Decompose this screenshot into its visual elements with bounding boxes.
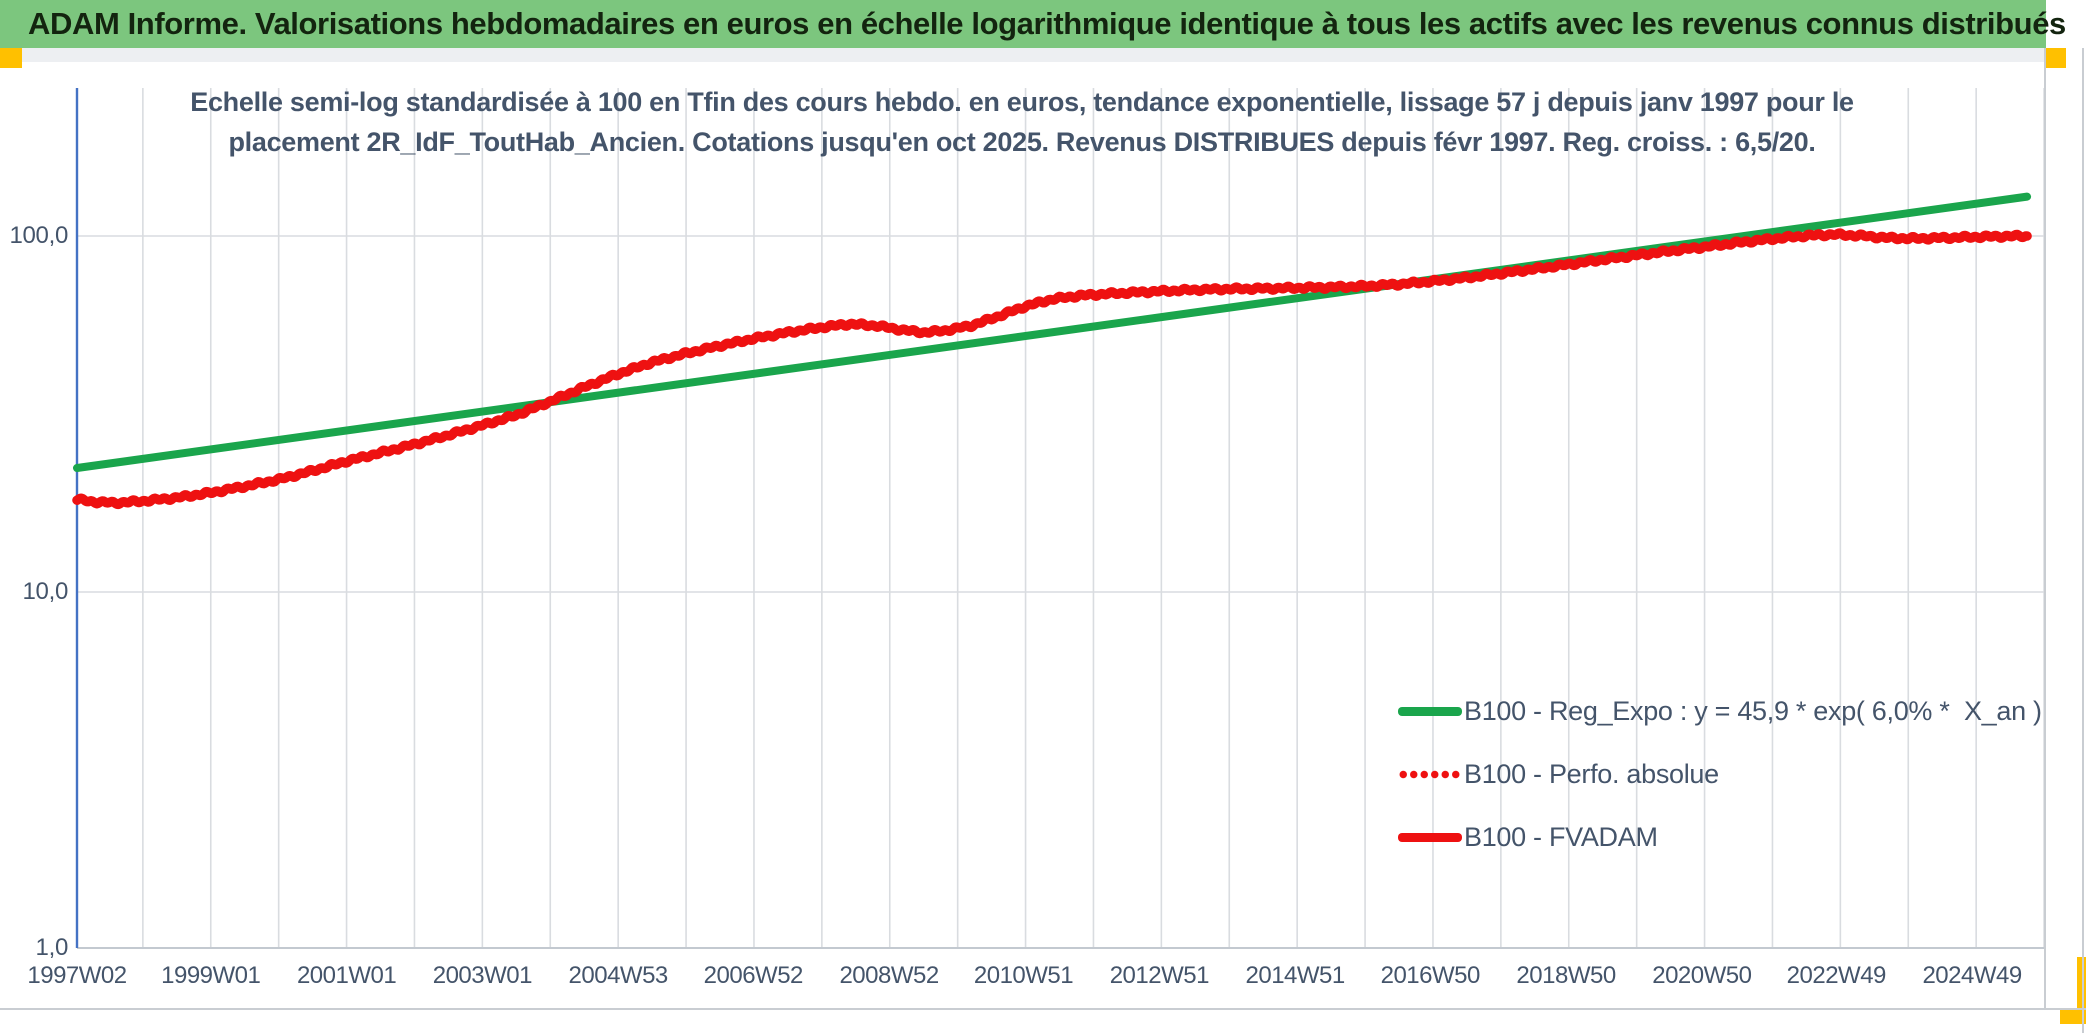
x-axis-label: 2016W50 [1380, 962, 1481, 989]
legend-item-reg-expo: B100 - Reg_Expo : y = 45,9 * exp( 6,0% *… [1398, 688, 2042, 735]
x-axis-label: 2006W52 [703, 962, 804, 989]
y-axis-label-100: 100,0 [9, 222, 68, 249]
x-axis-label: 2020W50 [1652, 962, 1752, 989]
chart-legend: B100 - Reg_Expo : y = 45,9 * exp( 6,0% *… [1398, 688, 2042, 877]
x-axis-label: 2008W52 [839, 962, 939, 989]
reg-expo-line-swatch-icon [1398, 707, 1462, 716]
yellow-corner-accent-top-right [2044, 48, 2066, 68]
legend-item-perfo-absolue: B100 - Perfo. absolue [1398, 751, 2042, 798]
y-axis-label-10: 10,0 [22, 578, 68, 605]
x-axis-label: 2018W50 [1516, 962, 1616, 989]
sheet-outer-right-border [2082, 48, 2084, 1033]
yellow-corner-accent-bottom-right-vertical [2077, 957, 2086, 1024]
x-axis-label: 2014W51 [1245, 962, 1346, 989]
x-axis-label: 2024W49 [1922, 962, 2022, 989]
chart-title: Echelle semi-log standardisée à 100 en T… [77, 82, 1967, 162]
x-axis-label: 2022W49 [1786, 962, 1887, 989]
page-header-banner: ADAM Informe. Valorisations hebdomadaire… [0, 0, 2066, 48]
y-axis-label-1: 1,0 [35, 934, 69, 961]
yellow-corner-accent-top-left [0, 48, 22, 68]
x-axis-label: 2004W53 [568, 962, 669, 989]
x-axis-label: 2012W51 [1109, 962, 1210, 989]
x-axis-label: 2001W01 [296, 962, 397, 989]
legend-label-reg-expo: B100 - Reg_Expo : y = 45,9 * exp( 6,0% *… [1464, 696, 2042, 726]
chart-title-line2: placement 2R_IdF_ToutHab_Ancien. Cotatio… [228, 127, 1816, 157]
sheet-bottom-border [0, 1008, 2086, 1010]
x-axis-label: 2010W51 [973, 962, 1074, 989]
sheet-gap-row [0, 48, 2044, 62]
legend-label-fvadam: B100 - FVADAM [1464, 822, 1658, 852]
chart-title-line1: Echelle semi-log standardisée à 100 en T… [190, 87, 1854, 117]
yellow-corner-accent-bottom-right-horizontal [2060, 1010, 2086, 1024]
perfo-absolue-dotted-swatch-icon [1398, 770, 1462, 779]
sheet-right-border [2044, 48, 2046, 1010]
x-axis-label: 1999W01 [161, 962, 261, 989]
x-axis-label: 1997W02 [27, 962, 127, 989]
fvadam-line [72, 228, 2032, 510]
regression-line [73, 192, 2032, 473]
x-axis-label: 2003W01 [432, 962, 533, 989]
page-title: ADAM Informe. Valorisations hebdomadaire… [28, 6, 2066, 41]
legend-label-perfo-absolue: B100 - Perfo. absolue [1464, 759, 1719, 789]
legend-item-fvadam: B100 - FVADAM [1398, 814, 2042, 861]
fvadam-line-swatch-icon [1398, 833, 1462, 842]
